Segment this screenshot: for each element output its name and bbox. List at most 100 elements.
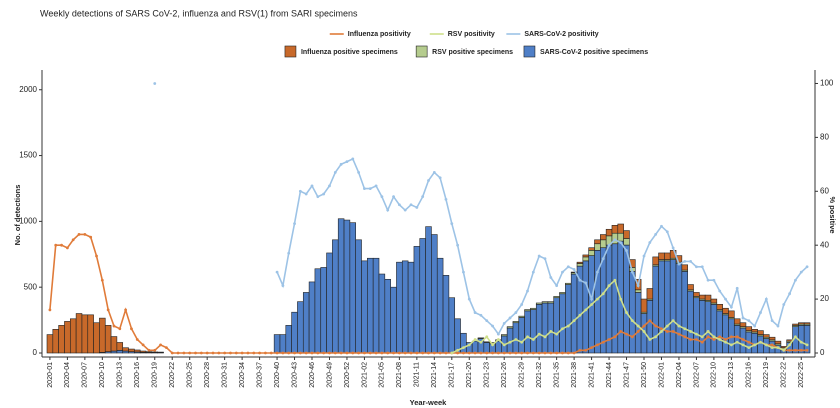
bar — [81, 314, 89, 354]
x-tick-label: 2020-13 — [117, 362, 124, 388]
x-tick-label: 2021-35 — [553, 362, 560, 388]
bar — [116, 350, 124, 354]
point — [135, 338, 139, 341]
point — [590, 346, 593, 350]
x-tick-label: 2021-20 — [466, 362, 473, 388]
bar — [774, 340, 782, 345]
bar — [506, 326, 514, 329]
legend-label: RSV positivity — [448, 31, 495, 38]
bar — [565, 284, 572, 354]
bar — [512, 322, 520, 354]
point — [654, 233, 658, 236]
point — [642, 330, 646, 333]
bar — [332, 239, 339, 354]
bar — [483, 341, 490, 343]
point — [287, 251, 291, 255]
bar — [582, 256, 589, 262]
point — [735, 340, 739, 344]
point — [788, 292, 792, 296]
point — [479, 351, 483, 355]
x-tick-label: 2020-28 — [204, 362, 211, 388]
point — [165, 346, 168, 350]
y-tick-label: 1000 — [19, 216, 37, 225]
point — [205, 351, 209, 355]
bar — [751, 329, 758, 333]
bar — [652, 265, 659, 354]
point — [188, 351, 192, 355]
point — [741, 316, 745, 320]
bar — [675, 263, 683, 354]
bar — [559, 293, 566, 354]
bar — [576, 261, 584, 264]
point — [450, 351, 454, 355]
point — [491, 324, 494, 328]
point — [234, 351, 238, 355]
point — [665, 324, 669, 328]
point — [357, 351, 361, 355]
point — [747, 346, 751, 350]
bar — [139, 350, 147, 353]
y2-tick-label: 20 — [820, 294, 829, 303]
point — [526, 351, 529, 355]
point — [467, 343, 471, 347]
point — [287, 351, 291, 355]
bar — [448, 297, 456, 354]
point — [199, 351, 203, 355]
point — [625, 311, 628, 314]
point — [363, 351, 366, 355]
point — [403, 351, 407, 355]
bar — [145, 351, 153, 353]
bar — [664, 252, 671, 260]
y-tick-label: 500 — [24, 282, 38, 291]
bar — [477, 337, 485, 339]
bar — [623, 244, 630, 354]
point — [153, 82, 157, 85]
point — [298, 189, 302, 193]
point — [724, 340, 727, 344]
point — [665, 230, 669, 234]
legend-swatch — [284, 45, 297, 58]
point — [89, 235, 93, 239]
point — [485, 335, 489, 339]
y2-tick-label: 40 — [820, 240, 829, 249]
point — [677, 324, 681, 328]
point — [456, 348, 460, 352]
y2-tick-label: 80 — [820, 132, 829, 141]
point — [607, 338, 611, 341]
point — [473, 338, 477, 341]
point — [747, 319, 751, 323]
bar — [343, 219, 351, 354]
bar — [273, 334, 281, 354]
bar — [565, 282, 572, 285]
point — [223, 351, 227, 355]
point — [65, 246, 69, 250]
bar — [128, 348, 135, 352]
point — [77, 233, 81, 236]
point — [549, 276, 553, 279]
bar — [483, 342, 490, 354]
point — [794, 278, 797, 282]
point — [584, 308, 588, 312]
x-tick-label: 2021-11 — [414, 362, 421, 387]
point — [432, 171, 436, 174]
bar — [501, 334, 508, 337]
x-tick-label: 2020-25 — [187, 362, 194, 388]
point — [526, 335, 529, 339]
bar — [512, 321, 520, 324]
bar — [763, 334, 770, 338]
x-tick-label: 2021-32 — [536, 362, 543, 388]
point — [729, 305, 733, 309]
bar — [617, 223, 624, 234]
y-tick-label: 2000 — [19, 85, 37, 94]
point — [689, 338, 692, 341]
point — [776, 324, 780, 328]
point — [409, 203, 413, 207]
bar — [69, 318, 77, 354]
point — [660, 330, 663, 333]
point — [345, 351, 349, 355]
point — [508, 351, 512, 355]
x-tick-label: 2022-10 — [711, 362, 718, 388]
point — [660, 224, 663, 228]
point — [729, 343, 733, 347]
point — [671, 246, 675, 250]
